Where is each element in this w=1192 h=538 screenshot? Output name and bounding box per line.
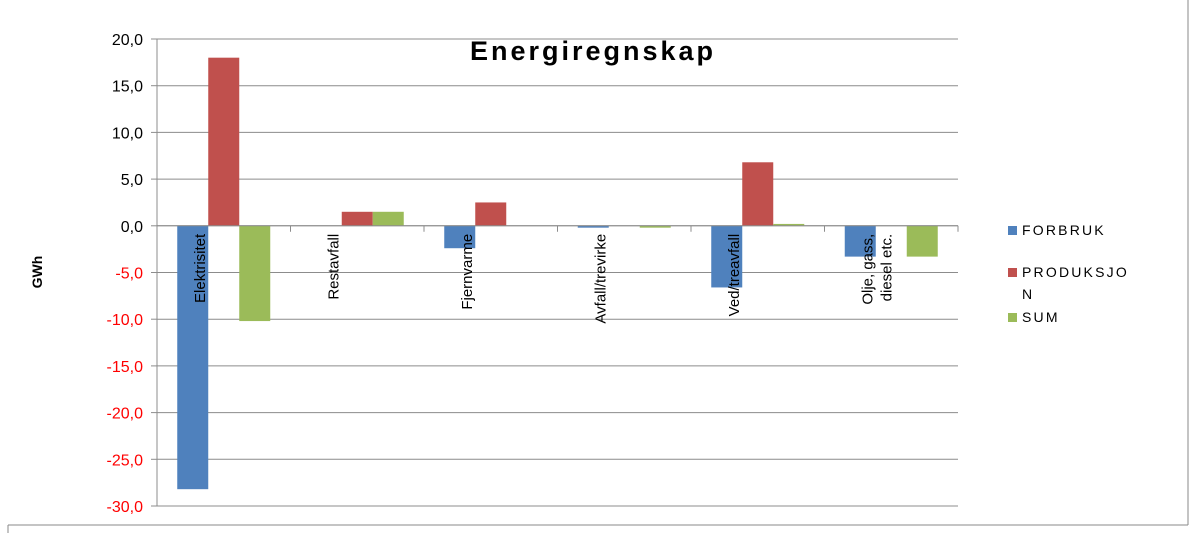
bars bbox=[177, 57, 938, 490]
x-tick-label: Olje, gass, bbox=[859, 234, 876, 305]
legend-label: PRODUKSJO N bbox=[1022, 264, 1129, 302]
category-labels: Elektrisitet Restavfall Fjernvarme Avfall/t… bbox=[192, 233, 896, 324]
x-tick-label: Ved/treavfall bbox=[726, 234, 743, 317]
legend-swatch bbox=[1008, 268, 1017, 277]
chart-title: Energiregnskap bbox=[470, 36, 716, 66]
y-tick-label: -20,0 bbox=[107, 406, 144, 423]
bar bbox=[773, 223, 805, 226]
bar bbox=[639, 225, 671, 228]
bar bbox=[239, 225, 271, 322]
y-tick-label: 0,0 bbox=[121, 219, 143, 236]
x-tick-label: Restavfall bbox=[325, 234, 342, 300]
bar bbox=[177, 225, 209, 490]
bar bbox=[844, 225, 876, 257]
legend-label: FORBRUK bbox=[1022, 222, 1106, 238]
bar bbox=[208, 57, 240, 226]
bar bbox=[906, 225, 938, 257]
bar bbox=[711, 225, 743, 288]
legend: FORBRUK PRODUKSJO N SUM bbox=[1008, 222, 1129, 325]
y-tick-label: -15,0 bbox=[107, 359, 144, 376]
x-tick-label: Elektrisitet bbox=[192, 233, 209, 303]
y-tick-label: -10,0 bbox=[107, 312, 144, 329]
bar bbox=[475, 202, 507, 226]
bar bbox=[372, 211, 404, 226]
legend-label: SUM bbox=[1022, 309, 1060, 325]
y-tick-label: 20,0 bbox=[112, 32, 143, 49]
y-tick-label: 15,0 bbox=[112, 79, 143, 96]
axes: 20,0 15,0 10,0 5,0 0,0 -5,0 -10,0 -15,0 -20,0 -25… bbox=[107, 32, 959, 516]
bar bbox=[341, 211, 373, 226]
y-tick-label: -5,0 bbox=[115, 266, 143, 283]
y-tick-label: 10,0 bbox=[112, 125, 143, 142]
y-tick-label: -25,0 bbox=[107, 452, 144, 469]
bar bbox=[742, 162, 774, 226]
bar bbox=[444, 225, 476, 249]
x-tick-label: Avfall/trevirke bbox=[592, 234, 609, 324]
bar bbox=[577, 225, 609, 228]
y-tick-label: 5,0 bbox=[121, 172, 143, 189]
legend-swatch bbox=[1008, 226, 1017, 235]
legend-swatch bbox=[1008, 313, 1017, 322]
y-axis-label: GWh bbox=[29, 256, 45, 289]
x-tick-label: Fjernvarme bbox=[459, 234, 476, 310]
y-tick-label: -30,0 bbox=[107, 499, 144, 516]
x-tick-label: diesel etc. bbox=[878, 234, 895, 302]
